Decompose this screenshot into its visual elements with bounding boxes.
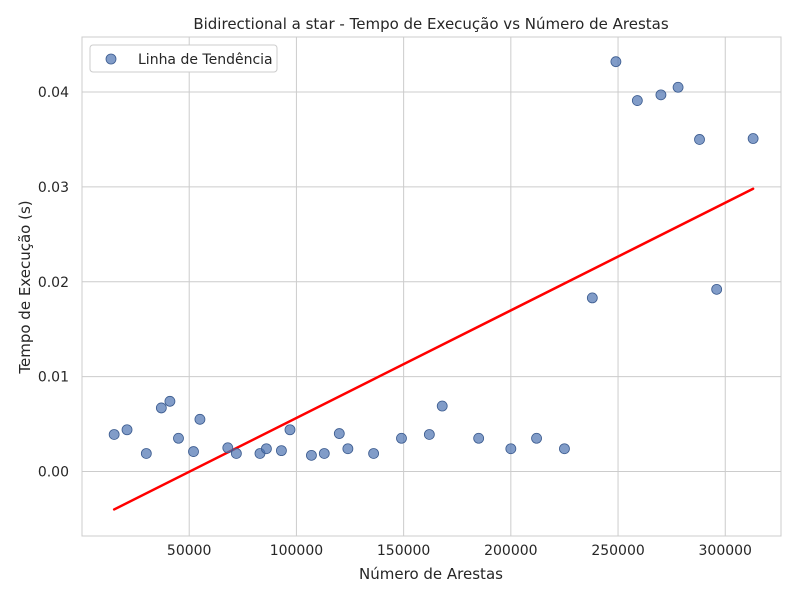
data-point [276,445,287,457]
data-point [222,442,234,454]
y-tick-label: 0.01 [38,370,69,386]
data-point [173,432,184,444]
trend-line [112,187,755,511]
scatter-points [108,56,759,461]
x-tick-label: 300000 [699,543,752,559]
plot-area [81,36,782,537]
data-point [188,446,199,457]
legend-box [89,44,278,73]
data-point [672,81,684,93]
data-point [559,443,570,455]
data-point [531,432,542,444]
x-tick-label: 250000 [591,543,644,559]
data-point [655,89,667,101]
data-point [368,448,380,459]
data-point [230,448,242,459]
data-point [342,443,354,455]
y-tick-label: 0.04 [38,85,69,101]
data-point [631,95,643,106]
data-point [306,449,317,461]
grid [82,37,781,536]
y-tick-labels: 0.00 0.01 0.02 0.03 0.04 [38,85,69,480]
x-axis-label: Número de Arestas [359,565,503,583]
chart-title: Bidirectional a star - Tempo de Execução… [193,15,669,33]
x-tick-label: 150000 [377,543,430,559]
data-point [155,402,167,414]
x-tick-labels: 50000 100000 150000 200000 250000 300000 [167,543,752,559]
x-tick-label: 200000 [484,543,537,559]
y-axis-label: Tempo de Execução (s) [16,200,34,374]
x-tick-label: 100000 [270,543,323,559]
legend-label: Linha de Tendência [138,52,273,68]
data-point [711,283,723,295]
data-point [473,432,485,444]
data-point [505,443,517,455]
data-point [164,395,176,407]
data-point [333,428,345,439]
data-point [194,413,206,425]
data-point [284,424,296,436]
data-point [694,134,705,145]
trend-line-layer [112,187,755,511]
y-tick-label: 0.02 [38,275,69,291]
data-point [108,429,120,440]
data-point [121,424,133,436]
data-point [423,429,435,440]
data-point [396,432,407,444]
data-point [318,448,330,459]
data-point [610,56,622,68]
legend-marker [105,53,117,65]
data-point [747,133,759,144]
y-tick-label: 0.03 [38,180,69,196]
data-point [586,292,598,304]
data-point [436,400,448,412]
data-point [260,443,272,455]
y-tick-label: 0.00 [38,464,69,480]
x-tick-label: 50000 [167,543,212,559]
legend: Linha de Tendência [89,44,278,73]
data-point [140,448,152,459]
